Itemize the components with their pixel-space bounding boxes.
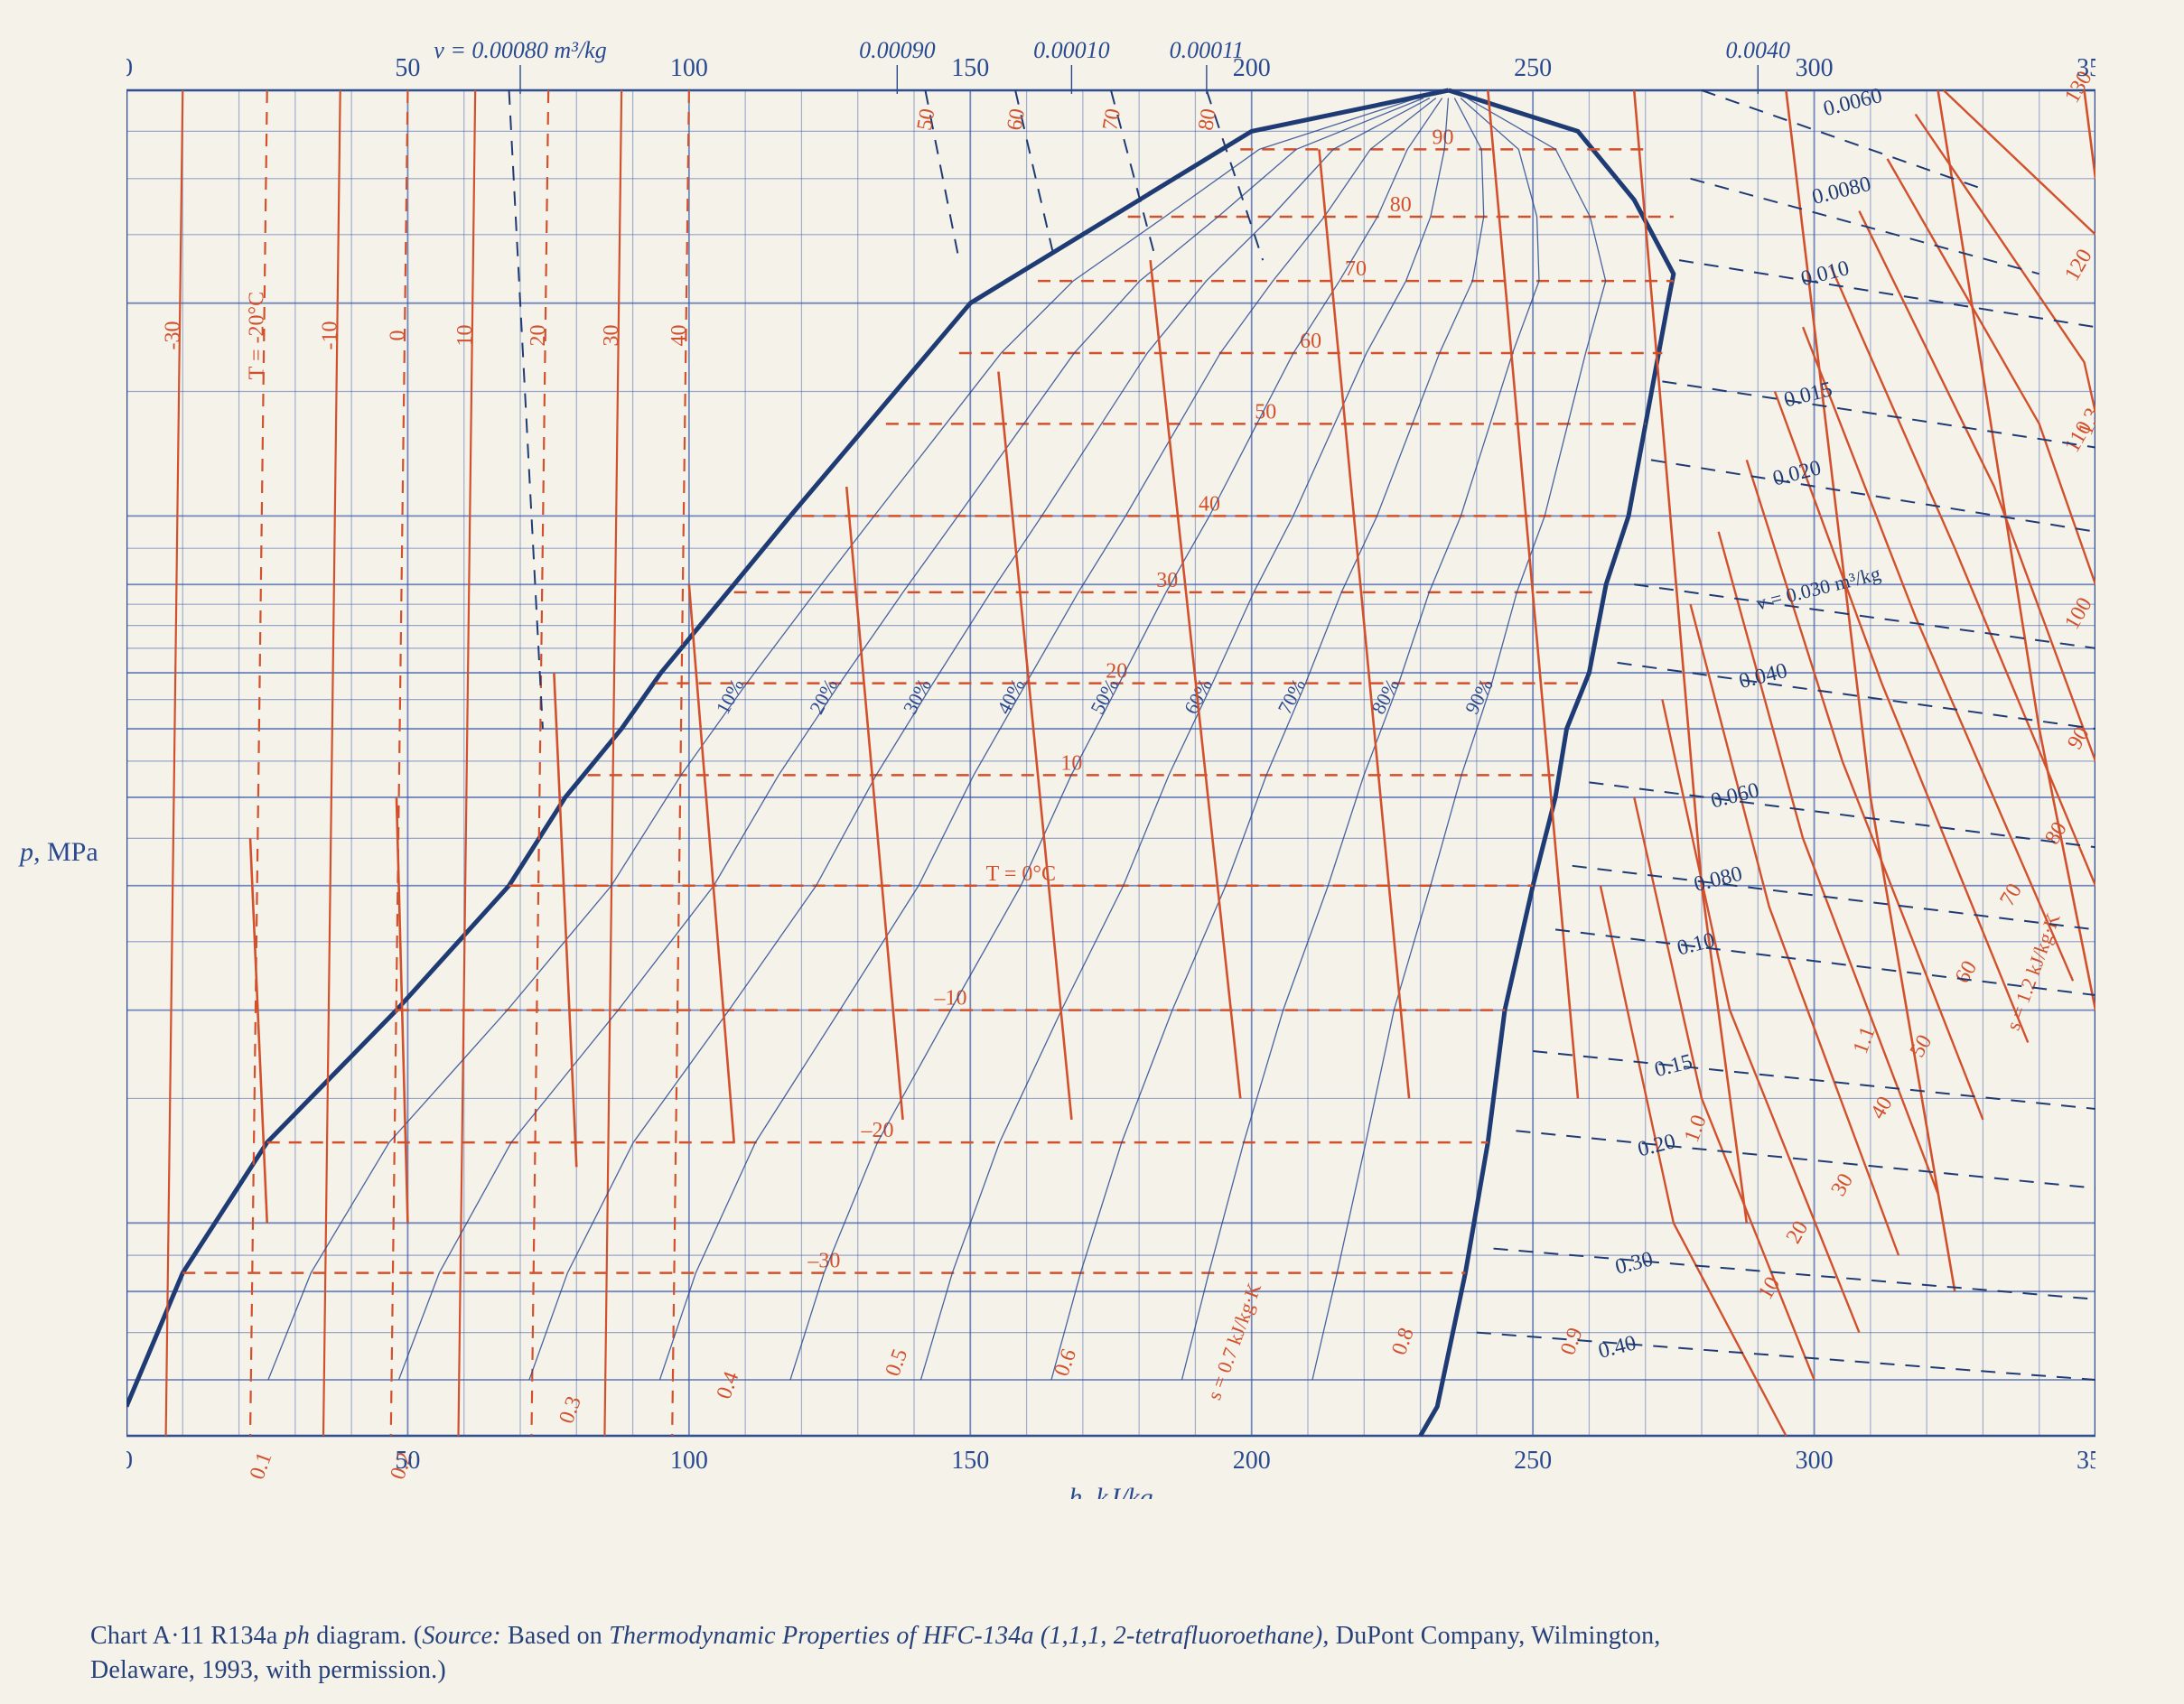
svg-text:50: 50: [913, 107, 940, 132]
svg-text:60: 60: [1300, 330, 1321, 353]
svg-text:0: 0: [126, 54, 133, 82]
chart-caption: Chart A·11 R134a ph diagram. (Source: Ba…: [90, 1619, 1716, 1688]
svg-text:70: 70: [1345, 257, 1367, 281]
svg-text:30: 30: [600, 325, 623, 347]
svg-text:0.00010: 0.00010: [1033, 37, 1110, 63]
svg-text:–30: –30: [807, 1250, 840, 1273]
svg-text:60: 60: [1003, 107, 1030, 132]
svg-text:0.00090: 0.00090: [859, 37, 935, 63]
svg-text:50: 50: [395, 54, 420, 82]
svg-text:T = -20°C: T = -20°C: [246, 292, 269, 379]
svg-text:350: 350: [2077, 1447, 2095, 1475]
svg-text:20: 20: [527, 325, 550, 347]
svg-text:-30: -30: [161, 321, 184, 350]
svg-text:50: 50: [395, 1447, 420, 1475]
svg-text:0: 0: [126, 1447, 133, 1475]
svg-text:150: 150: [951, 54, 989, 82]
svg-text:300: 300: [1796, 1447, 1834, 1475]
svg-text:200: 200: [1233, 1447, 1271, 1475]
svg-text:100: 100: [670, 1447, 708, 1475]
svg-text:250: 250: [1514, 1447, 1552, 1475]
svg-text:80: 80: [1390, 193, 1412, 217]
svg-text:0.1: 0.1: [246, 1449, 277, 1483]
svg-text:T = 0°C: T = 0°C: [986, 862, 1056, 886]
chart-plot: –30–20–10T = 0°C102030405060708090-30T =…: [126, 36, 2095, 1499]
svg-text:40: 40: [667, 325, 691, 347]
svg-text:250: 250: [1514, 54, 1552, 82]
svg-text:90: 90: [1432, 126, 1453, 149]
svg-text:0.00011: 0.00011: [1170, 37, 1245, 63]
svg-text:v = 0.00080 m³/kg: v = 0.00080 m³/kg: [434, 37, 606, 63]
svg-text:30: 30: [1156, 569, 1178, 592]
svg-text:350: 350: [2077, 54, 2095, 82]
svg-text:70: 70: [1098, 107, 1125, 132]
svg-text:100: 100: [670, 54, 708, 82]
svg-text:10: 10: [1060, 751, 1082, 775]
y-axis-label: p, MPa: [20, 837, 98, 868]
svg-text:10: 10: [453, 325, 477, 347]
svg-text:150: 150: [951, 1447, 989, 1475]
ph-diagram-container: p, MPa –30–20–10T = 0°C10203040506070809…: [0, 0, 2184, 1704]
svg-text:40: 40: [1199, 492, 1220, 516]
svg-text:h, kJ/kg: h, kJ/kg: [1069, 1483, 1153, 1499]
svg-text:-10: -10: [319, 321, 342, 350]
svg-text:80: 80: [1194, 107, 1221, 132]
svg-text:0.0040: 0.0040: [1726, 37, 1791, 63]
svg-text:300: 300: [1796, 54, 1834, 82]
svg-text:0: 0: [386, 331, 409, 341]
